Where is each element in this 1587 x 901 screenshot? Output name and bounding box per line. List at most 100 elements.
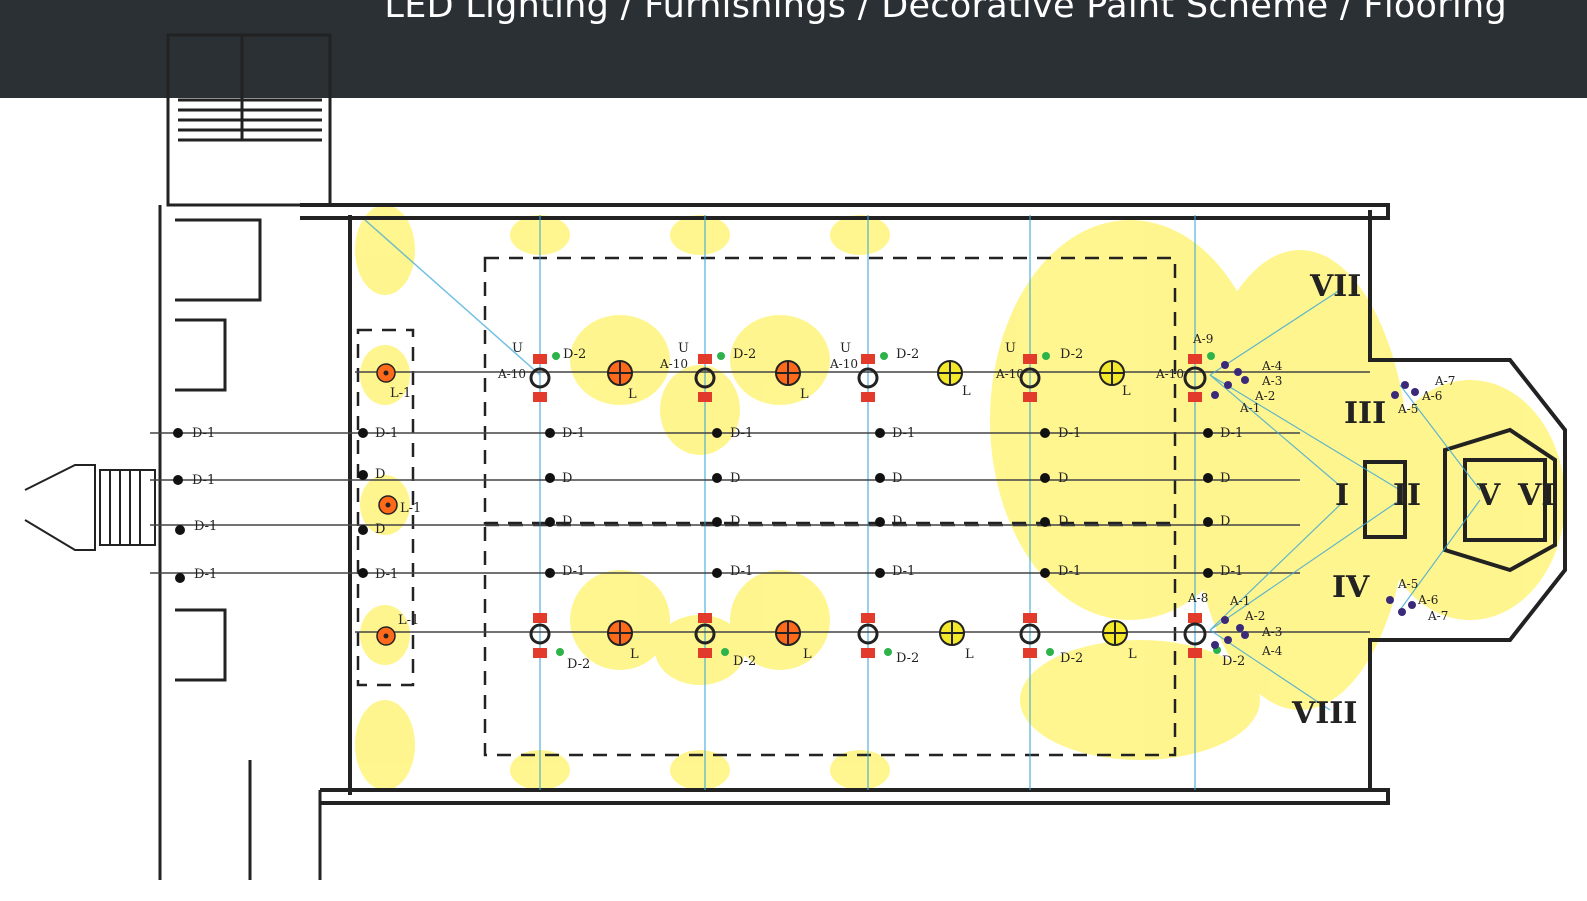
nave-walls [300,203,1567,805]
label-u: U [678,341,689,356]
page-title: LED Lighting / Furnishings / Decorative … [384,0,1507,26]
upper-uplight-4 [1019,352,1050,402]
zone-vi: VI [1517,478,1555,513]
accent-a4: A-4 [1261,359,1283,373]
accent-a5: A-5 [1397,577,1418,591]
zone-v: V [1476,478,1501,513]
accent-a10: A-10 [1155,367,1184,381]
label-l: L [628,387,637,402]
label-l: L [803,647,812,662]
upper-lantern-3 [937,360,963,386]
accent-a6: A-6 [1417,593,1438,607]
label-d1: D-1 [192,473,215,488]
lower-uplight-2 [694,613,729,658]
chancel-beams [1209,289,1481,711]
label-d1: D-1 [1058,564,1081,579]
label-d: D [730,471,740,486]
zone-ii: II [1393,478,1421,513]
label-d2: D-2 [1060,651,1083,666]
label-d: D [1220,514,1230,529]
accent-clusters [1211,361,1419,649]
accent-a3: A-3 [1261,374,1282,388]
label-d1: D-1 [194,519,217,534]
label-u: U [512,341,523,356]
label-d: D [730,514,740,529]
column-lines [364,215,1196,790]
accent-a2: A-2 [1254,389,1275,403]
label-d1: D-1 [1220,564,1243,579]
accent-a2: A-2 [1244,609,1265,623]
label-d1: D-1 [562,426,585,441]
accent-a1: A-1 [1229,594,1250,608]
accent-a5: A-5 [1397,402,1418,416]
upper-lantern-4 [1099,360,1125,386]
tower-walls [158,33,332,880]
lower-uplight-4 [1019,613,1054,658]
label-d: D [375,467,385,482]
label-d2: D-2 [733,654,756,669]
label-d2: D-2 [896,347,919,362]
label-d1: D-1 [892,426,915,441]
accent-a10: A-10 [995,367,1024,381]
upper-lantern-1 [607,360,633,386]
zone-vii: VII [1309,269,1361,304]
label-d1: D-1 [192,426,215,441]
lower-lantern-1 [607,620,633,646]
lower-lantern-3 [939,620,965,646]
accent-a1: A-1 [1239,401,1260,415]
accent-a3: A-3 [1261,625,1282,639]
label-d1: D-1 [375,567,398,582]
label-u: U [840,341,851,356]
label-d: D [562,514,572,529]
label-d: D [1058,514,1068,529]
upper-fixture-row [529,352,1215,402]
accent-a10: A-10 [829,357,858,371]
label-d1: D-1 [1058,426,1081,441]
label-d2: D-2 [567,657,590,672]
accent-a10: A-10 [659,357,688,371]
lower-uplight-1 [529,613,564,658]
label-d1: D-1 [194,567,217,582]
upper-uplight-2 [694,352,725,402]
label-l1: L-1 [400,501,421,516]
upper-uplight-3 [857,352,888,402]
label-d2: D-2 [733,347,756,362]
label-l: L [962,384,971,399]
label-d1: D-1 [892,564,915,579]
upper-uplight-5 [1183,352,1215,402]
label-l: L [630,647,639,662]
zone-viii: VIII [1291,696,1357,731]
fixture-rows [150,371,1370,633]
downlight-dots [173,428,1213,583]
label-l: L [800,387,809,402]
label-l: L [1122,384,1131,399]
accent-a4: A-4 [1261,644,1283,658]
label-l1: L-1 [390,386,411,401]
label-d1: D-1 [730,564,753,579]
zone-iv: IV [1332,570,1370,605]
label-d2: D-2 [1222,654,1245,669]
label-l: L [1128,647,1137,662]
fixture-labels: U D-2 U D-2 U D-2 U D-2 L L L L L-1 L-1 … [192,341,1245,672]
lower-lantern-4 [1102,620,1128,646]
accent-a7: A-7 [1434,374,1455,388]
accent-a6: A-6 [1421,389,1442,403]
lower-uplight-3 [857,613,892,658]
label-d1: D-1 [375,426,398,441]
narthex-lanterns [376,363,398,646]
zone-i: I [1335,478,1349,513]
accent-a7: A-7 [1427,609,1448,623]
accent-labels: A-9 A-4 A-3 A-2 A-1 A-8 A-1 A-2 A-3 A-4 … [497,332,1455,658]
label-d1: D-1 [1220,426,1243,441]
entry-steps [24,464,156,551]
accent-a8: A-8 [1187,591,1208,605]
label-d2: D-2 [896,651,919,666]
label-d: D [562,471,572,486]
zone-iii: III [1344,396,1386,431]
light-wash-zones [355,205,1565,790]
upper-lantern-2 [775,360,801,386]
label-d: D [375,522,385,537]
lower-fixture-row [529,613,1221,658]
label-d: D [1220,471,1230,486]
